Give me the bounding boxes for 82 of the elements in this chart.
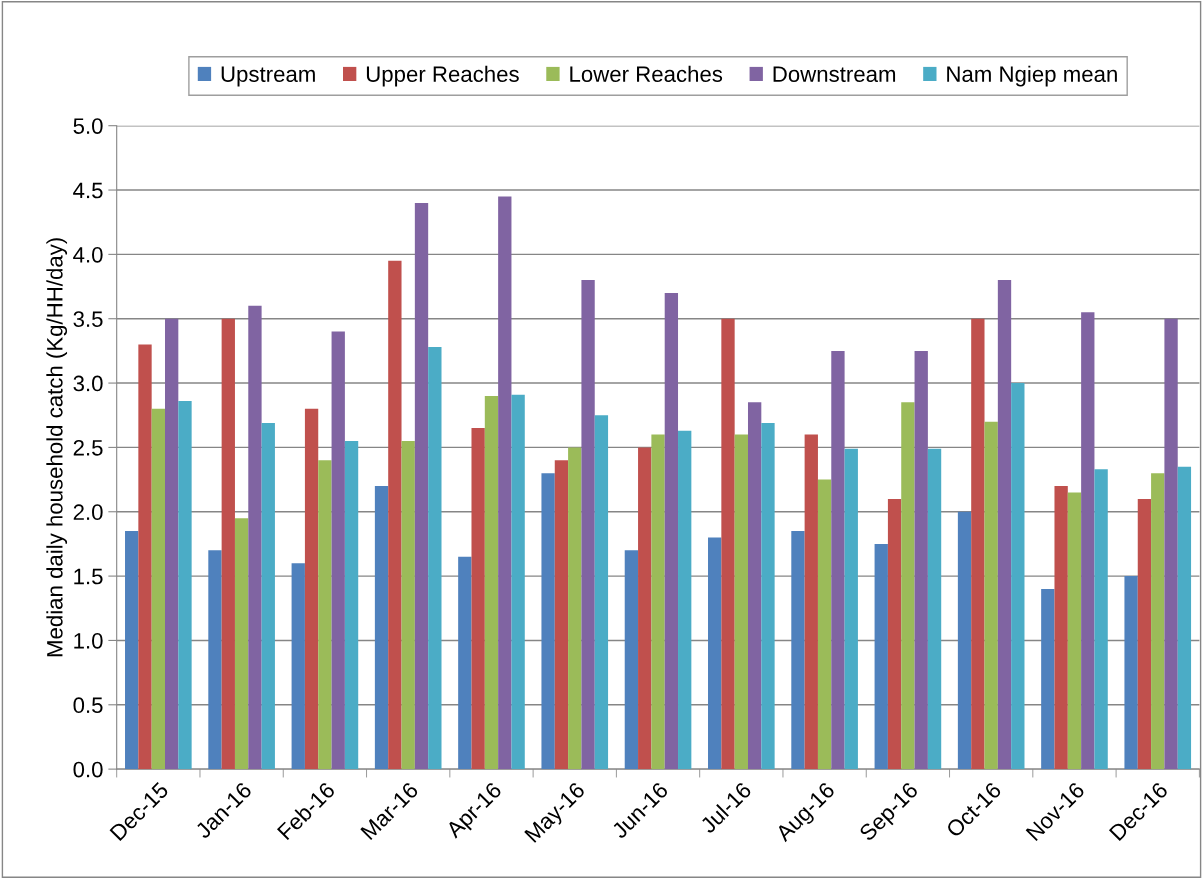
bar	[511, 394, 525, 770]
bar	[734, 434, 748, 770]
bar	[498, 196, 512, 770]
bar	[664, 292, 679, 770]
bar	[651, 434, 665, 770]
legend-label: Upper Reaches	[366, 65, 519, 87]
bar	[388, 260, 402, 770]
bar	[1054, 486, 1068, 770]
bar	[138, 344, 152, 770]
legend-label: Nam Ngiep mean	[947, 65, 1117, 87]
y-tick-label: 1.0	[74, 632, 103, 649]
bar	[721, 318, 735, 770]
legend-label: Lower Reaches	[570, 65, 723, 82]
bar	[1137, 498, 1152, 770]
bar	[831, 350, 845, 770]
bar	[484, 395, 499, 770]
bar	[791, 531, 805, 770]
y-tick-label: 5.0	[73, 118, 103, 134]
bar	[1151, 473, 1165, 770]
bar	[125, 531, 139, 770]
bar	[208, 550, 222, 770]
bar	[761, 422, 775, 770]
bar	[997, 280, 1012, 770]
y-tick-label: 0.5	[73, 697, 103, 714]
y-tick-label: 3.0	[73, 375, 103, 392]
bar	[874, 543, 888, 770]
bar	[1067, 492, 1082, 770]
bar	[304, 408, 319, 770]
bar	[817, 479, 832, 770]
bar	[221, 318, 235, 770]
bar	[638, 447, 652, 770]
y-tick-label: 2.0	[73, 504, 103, 521]
y-axis-title: Median daily household catch (Kg/HH/day)	[46, 238, 68, 657]
bar	[804, 434, 818, 770]
y-tick-label: 0.0	[73, 761, 103, 778]
bar	[374, 486, 389, 770]
legend-label: Upstream	[221, 66, 315, 87]
bar	[414, 202, 429, 770]
bar	[261, 422, 275, 770]
bar	[568, 447, 582, 770]
bar	[1041, 588, 1055, 770]
bar	[291, 563, 305, 770]
bar	[554, 460, 569, 770]
bar	[318, 460, 332, 770]
bar	[1011, 383, 1025, 770]
bar	[1177, 466, 1192, 770]
bar	[747, 402, 762, 770]
bar	[1081, 312, 1095, 770]
y-tick-label: 4.5	[73, 182, 103, 199]
bar	[541, 473, 555, 770]
bar	[887, 498, 902, 770]
bar	[957, 511, 972, 770]
bar	[471, 428, 485, 770]
bar	[234, 518, 249, 770]
bar	[984, 421, 998, 770]
bar	[151, 408, 165, 770]
bar	[581, 280, 595, 770]
bar	[914, 350, 928, 770]
bar	[1124, 576, 1138, 770]
bar	[708, 537, 722, 770]
bar	[344, 440, 359, 770]
y-tick-label: 3.5	[73, 311, 103, 327]
bar	[624, 550, 639, 770]
bar	[844, 448, 858, 770]
y-tick-label: 1.5	[74, 568, 103, 585]
y-tick-label: 2.5	[73, 439, 103, 456]
bar	[248, 305, 262, 770]
bar	[678, 430, 692, 770]
bar	[594, 415, 609, 770]
bar	[331, 331, 345, 770]
bar	[401, 440, 415, 770]
bar	[1164, 318, 1178, 770]
bar	[927, 448, 942, 770]
bar	[178, 401, 192, 770]
bar	[165, 318, 179, 770]
bar	[971, 318, 985, 770]
legend-label: Downstream	[773, 66, 896, 82]
bar	[458, 556, 472, 770]
bar	[901, 402, 915, 770]
y-tick-label: 4.0	[73, 246, 103, 263]
bar	[1094, 469, 1108, 770]
bar	[428, 347, 442, 770]
